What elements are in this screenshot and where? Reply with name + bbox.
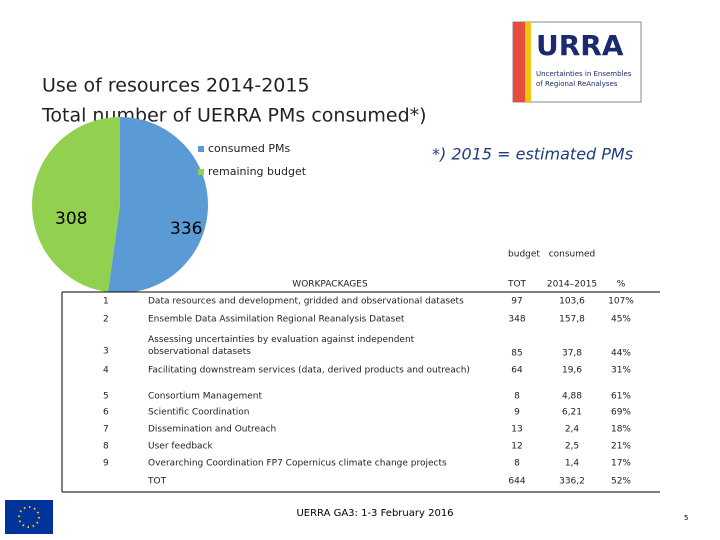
cell-value: 348 xyxy=(508,315,525,325)
legend-swatch xyxy=(198,146,204,152)
pie-slice xyxy=(108,117,208,293)
legend-swatch xyxy=(198,169,204,175)
cell-value: 64 xyxy=(511,366,523,376)
table: budget consumed WORKPACKAGES TOT 2014–2015 % 1… xyxy=(61,250,660,493)
cell-value: 8 xyxy=(514,459,520,469)
logo: URRA Uncertainties in Ensembles of Regio… xyxy=(512,21,642,103)
pie-slice xyxy=(32,117,120,293)
cell-value: 85 xyxy=(511,349,522,359)
cell-value: 17% xyxy=(611,459,631,469)
data-label: 308 xyxy=(55,209,87,229)
cell-value: 107% xyxy=(608,297,634,307)
legend: consumed PMs remaining budget xyxy=(198,142,307,178)
workpackage: Data resources and development, gridded … xyxy=(148,297,464,307)
cell-value: 21% xyxy=(611,442,631,452)
workpackage: Consortium Management xyxy=(148,392,263,402)
text-line: observational datasets xyxy=(148,347,251,357)
row-number: 7 xyxy=(103,425,109,435)
row-number: 6 xyxy=(103,408,109,418)
column-header: TOT xyxy=(507,280,527,290)
cell-value: 97 xyxy=(511,297,522,307)
cell-value: 6,21 xyxy=(562,408,582,418)
total-value: 336,2 xyxy=(559,477,585,487)
workpackage: Ensemble Data Assimilation Regional Rean… xyxy=(148,315,405,325)
logo-text: Uncertainties in Ensembles xyxy=(536,70,632,78)
cell-value: 18% xyxy=(611,425,631,435)
legend-label: remaining budget xyxy=(208,165,307,178)
row-number: 2 xyxy=(103,315,109,325)
cell-value: 12 xyxy=(511,442,522,452)
cell-value: 103,6 xyxy=(559,297,585,307)
workpackage: User feedback xyxy=(148,442,214,452)
group-header: budget xyxy=(508,250,540,260)
logo-text: of Regional ReAnalyses xyxy=(536,80,618,88)
row-number: 4 xyxy=(103,366,109,376)
row-number: 5 xyxy=(103,392,109,402)
cell-value: 2,4 xyxy=(565,425,580,435)
cell-value: 1,4 xyxy=(565,459,580,469)
title-line: Use of resources 2014-2015 xyxy=(42,75,310,97)
data-label: 336 xyxy=(170,219,202,239)
logo-name: URRA xyxy=(536,29,624,62)
cell-value: 44% xyxy=(611,349,631,359)
total-value: 644 xyxy=(508,477,525,487)
row-number: 8 xyxy=(103,442,109,452)
workpackage: Overarching Coordination FP7 Copernicus … xyxy=(148,459,447,469)
workpackage: Assessing uncertainties by evaluation ag… xyxy=(148,335,415,357)
table-bg xyxy=(62,292,660,492)
note: *) 2015 = estimated PMs xyxy=(432,145,633,164)
row-number: 9 xyxy=(103,459,109,469)
total-value: 52% xyxy=(611,477,631,487)
cell-value: 37,8 xyxy=(562,349,582,359)
cell-value: 2,5 xyxy=(565,442,579,452)
cell-value: 31% xyxy=(611,366,631,376)
cell-value: 45% xyxy=(611,315,631,325)
cell-value: 9 xyxy=(514,408,520,418)
column-header: 2014–2015 xyxy=(547,280,597,290)
flag xyxy=(5,500,53,534)
group-header: consumed xyxy=(549,250,596,260)
cell-value: 13 xyxy=(511,425,522,435)
cell-value: 4,88 xyxy=(562,392,582,402)
eu-flag xyxy=(5,500,53,534)
logo-stripe xyxy=(513,22,525,102)
total-label: TOT xyxy=(147,477,167,487)
row-number: 1 xyxy=(103,297,109,307)
cell-value: 61% xyxy=(611,392,631,402)
workpackage: Facilitating downstream services (data, … xyxy=(148,366,470,376)
flag-stars xyxy=(18,506,40,528)
workpackage: Dissemination and Outreach xyxy=(148,425,276,435)
cell-value: 157,8 xyxy=(559,315,585,325)
column-header: % xyxy=(617,280,626,290)
logo-frame xyxy=(512,21,642,103)
row-number: 3 xyxy=(103,347,109,357)
footer: UERRA GA3: 1-3 February 2016 xyxy=(296,508,453,519)
text-line: Assessing uncertainties by evaluation ag… xyxy=(148,335,415,345)
cell-value: 8 xyxy=(514,392,520,402)
cell-value: 19,6 xyxy=(562,366,582,376)
logo-stripe xyxy=(525,22,531,102)
legend-label: consumed PMs xyxy=(208,142,291,155)
workpackage: Scientific Coordination xyxy=(148,408,249,418)
cell-value: 69% xyxy=(611,408,631,418)
column-header: WORKPACKAGES xyxy=(292,280,368,290)
pie-chart: 336 308 xyxy=(32,117,208,293)
page-number: 5 xyxy=(684,514,688,522)
